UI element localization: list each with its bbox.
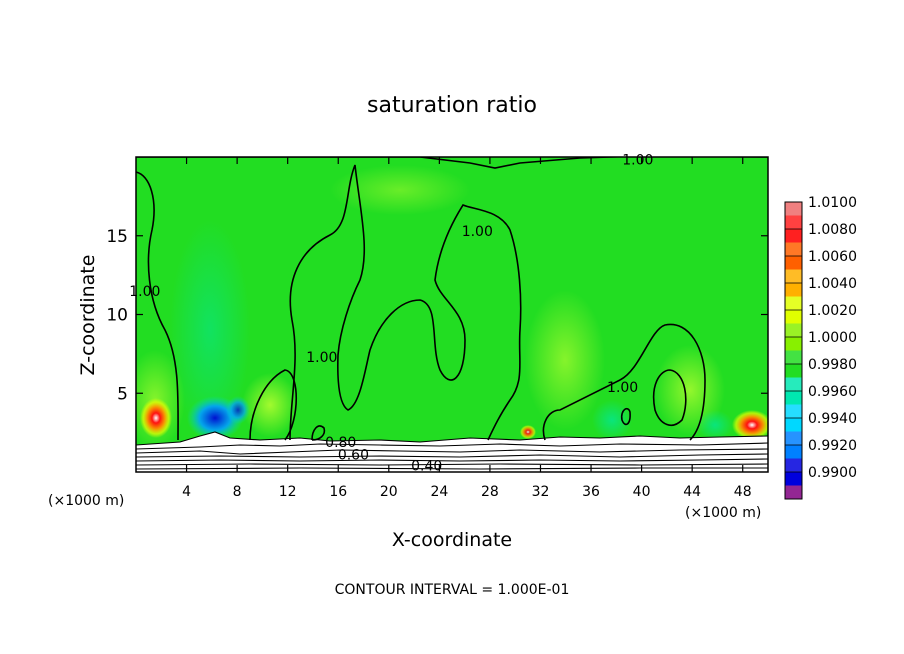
colorbar-swatch: [785, 445, 802, 459]
y-tick-label: 15: [106, 227, 128, 247]
terrain-contour-line: [136, 442, 768, 450]
contour-line-1-00: [542, 323, 706, 441]
colorbar-swatch: [785, 296, 802, 310]
colorbar-swatch: [785, 431, 802, 445]
x-tick-label: 16: [329, 484, 347, 500]
colorbar-swatch: [785, 310, 802, 324]
field-patch: [520, 425, 536, 439]
x-tick-label: 20: [380, 484, 398, 500]
colorbar-label: 0.9940: [808, 411, 857, 427]
contour-label: 0.40: [411, 459, 442, 475]
colorbar-label: 1.0000: [808, 330, 857, 346]
contour-line-1-00: [136, 171, 179, 441]
contour-label: 1.00: [129, 284, 160, 300]
colorbar-label: 1.0040: [808, 276, 857, 292]
colorbar-label: 0.9900: [808, 465, 857, 481]
colorbar-label: 1.0020: [808, 303, 857, 319]
x-tick-label: 8: [233, 484, 242, 500]
colorbar-swatch: [785, 256, 802, 270]
colorbar-swatch: [785, 283, 802, 297]
field-patch: [242, 373, 298, 437]
field-patch: [732, 410, 768, 440]
colorbar-swatch: [785, 418, 802, 432]
contour-line-1-00: [652, 369, 687, 426]
contour-label: 1.00: [306, 350, 337, 366]
contour-label: 0.60: [338, 448, 369, 464]
contour-line-1-00: [311, 425, 326, 441]
color-field: [136, 157, 768, 472]
colorbar-label: 0.9920: [808, 438, 857, 454]
field-patch: [330, 165, 470, 215]
x-tick-label: 40: [633, 484, 651, 500]
chart-title: saturation ratio: [367, 93, 537, 118]
contour-line-1-00: [620, 408, 631, 426]
x-tick-label: 48: [734, 484, 752, 500]
colorbar-swatch: [785, 323, 802, 337]
colorbar-swatch: [785, 364, 802, 378]
colorbar-swatch: [785, 458, 802, 472]
x-tick-label: 32: [532, 484, 550, 500]
terrain-contour-line: [136, 453, 768, 458]
field-patch: [525, 290, 605, 430]
plot-area: [135, 156, 769, 473]
colorbar-swatch: [785, 350, 802, 364]
colorbar-swatch: [785, 215, 802, 229]
field-patch: [140, 398, 172, 438]
terrain-contours: [136, 431, 768, 470]
contour-label: 1.00: [622, 152, 653, 168]
colorbar-swatch: [785, 337, 802, 351]
terrain-contour-line: [136, 458, 768, 462]
x-tick-label: 12: [279, 484, 297, 500]
contour-line-1-00: [249, 369, 298, 441]
x-ticks: 4 8 12 16 20 24 28 32 36 40 44 48: [182, 157, 752, 500]
colorbar-label: 1.0080: [808, 222, 857, 238]
x-unit-label-right: (×1000 m): [685, 505, 761, 521]
contour-lines: [136, 157, 768, 441]
x-tick-label: 4: [182, 484, 191, 500]
colorbar-swatch: [785, 202, 802, 216]
x-tick-label: 28: [481, 484, 499, 500]
colorbar-label: 1.0060: [808, 249, 857, 265]
contour-line-1-00: [289, 164, 522, 441]
x-tick-label: 36: [582, 484, 600, 500]
colorbar: 1.0100 1.0080 1.0060 1.0040 1.0020 1.0000 0.99…: [784, 195, 857, 500]
colorbar-swatch: [785, 242, 802, 256]
y-tick-label: 5: [117, 384, 128, 404]
field-patch: [226, 396, 250, 424]
x-tick-label: 44: [683, 484, 701, 500]
colorbar-swatch: [785, 485, 802, 499]
colorbar-swatch: [785, 404, 802, 418]
contour-label: 0.80: [325, 435, 356, 451]
colorbar-swatch: [785, 391, 802, 405]
contour-interval-note: CONTOUR INTERVAL = 1.000E-01: [335, 582, 570, 598]
contour-labels: 1.00 1.00 1.00 1.00 1.00 0.800.60 0.40: [129, 152, 653, 474]
colorbar-swatch: [785, 269, 802, 283]
colorbar-label: 0.9980: [808, 357, 857, 373]
x-tick-label: 24: [430, 484, 448, 500]
y-tick-label: 10: [106, 306, 128, 326]
contour-label: 1.00: [607, 380, 638, 396]
colorbar-swatch: [785, 472, 802, 486]
contour-label: 1.00: [462, 224, 493, 240]
y-axis-label: Z-coordinate: [77, 255, 99, 376]
field-patch: [170, 220, 250, 440]
x-unit-label-left: (×1000 m): [48, 493, 124, 509]
terrain-contour-line: [136, 448, 768, 455]
colorbar-swatch: [785, 229, 802, 243]
colorbar-frame: [784, 201, 803, 500]
colorbar-label: 0.9960: [808, 384, 857, 400]
x-axis-label: X-coordinate: [392, 529, 512, 551]
terrain-contour-line: [136, 467, 768, 470]
contour-line-1-00: [136, 157, 768, 169]
terrain-contour-line: [136, 431, 768, 446]
field-patch: [697, 410, 733, 440]
colorbar-swatch: [785, 377, 802, 391]
field-patch: [592, 400, 632, 440]
y-ticks: 5 10 15: [106, 227, 768, 404]
terrain-contour-line: [136, 463, 768, 466]
colorbar-label: 1.0100: [808, 195, 857, 211]
